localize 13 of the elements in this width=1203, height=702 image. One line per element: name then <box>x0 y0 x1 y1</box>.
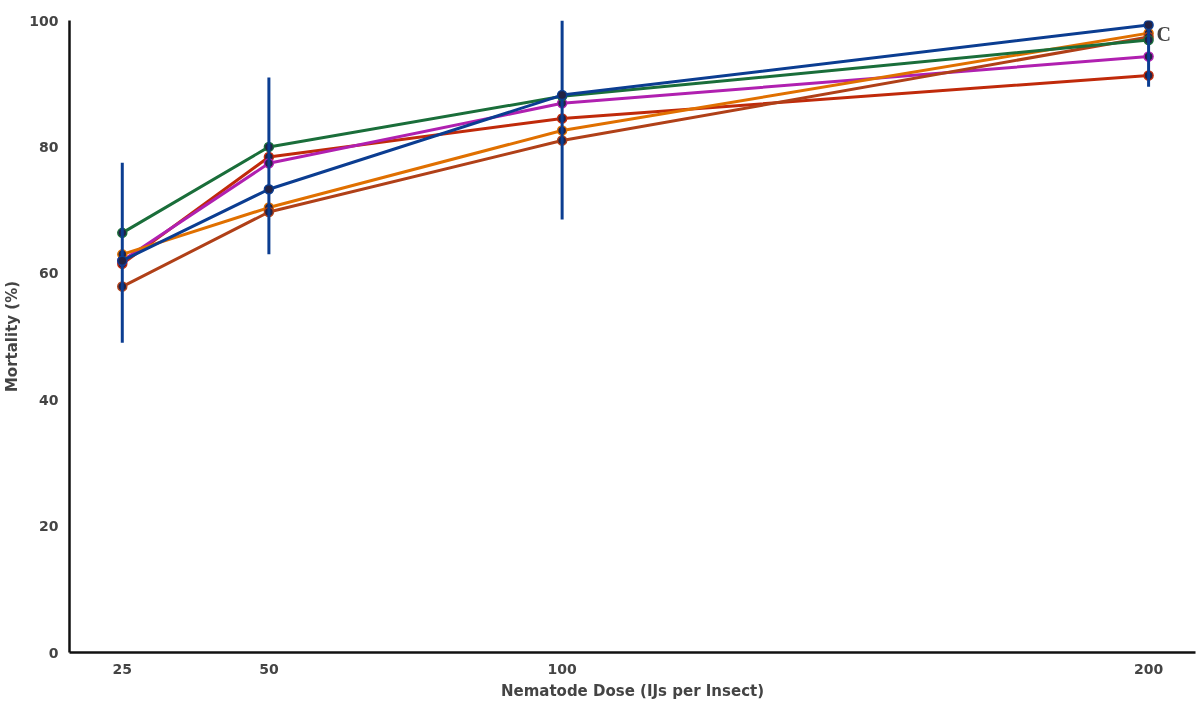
y-tick-label: 60 <box>39 265 59 282</box>
y-tick-label: 100 <box>29 12 59 29</box>
y-tick-label: 20 <box>39 518 59 535</box>
annotation: C <box>1156 22 1172 45</box>
x-tick-label: 25 <box>112 660 133 677</box>
y-tick-label: 0 <box>48 644 59 661</box>
x-axis-title: Nematode Dose (IJs per Insect) <box>500 681 765 700</box>
y-tick-label: 40 <box>39 391 59 408</box>
x-tick-label: 200 <box>1133 660 1164 677</box>
x-tick-label: 100 <box>547 660 577 677</box>
y-axis-title: Mortality (%) <box>3 280 22 393</box>
y-tick-label: 80 <box>39 138 59 155</box>
x-tick-label: 50 <box>259 660 279 677</box>
